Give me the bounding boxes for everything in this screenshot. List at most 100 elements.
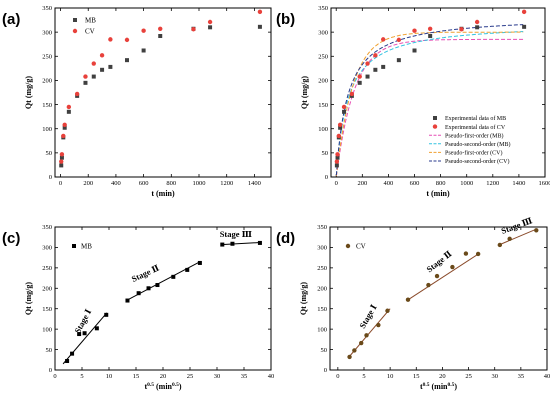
data-point xyxy=(59,159,64,164)
panel-c: (c) 0 5 10 15 20 25 30 35 40 0 50 100 150 200 250 300 350… xyxy=(2,224,274,391)
y-tick-label: 300 xyxy=(42,29,52,36)
x-tick-label: 400 xyxy=(111,180,121,187)
legend-label: MB xyxy=(81,243,92,251)
x-tick-label: 35 xyxy=(518,373,525,380)
x-tick-label: 1200 xyxy=(486,180,499,187)
y-tick-label: 200 xyxy=(42,78,52,85)
legend-label: CV xyxy=(356,243,366,251)
y-tick-label: 200 xyxy=(318,78,328,85)
data-point xyxy=(357,74,362,79)
data-point xyxy=(450,264,455,270)
data-point xyxy=(257,9,263,15)
x-axis-label: t0.5 (min0.5) xyxy=(420,382,457,391)
data-point xyxy=(334,163,339,168)
x-tick-label: 40 xyxy=(544,373,550,380)
x-tick-label: 20 xyxy=(160,373,167,380)
x-tick-label: 600 xyxy=(410,180,420,187)
y-axis-label: Qt (mg/g) xyxy=(24,282,33,315)
x-tick-label: 1400 xyxy=(512,180,525,187)
data-point xyxy=(191,27,196,32)
y-tick-label: 0 xyxy=(49,174,52,181)
legend-label: CV xyxy=(85,28,95,36)
x-tick-label: 1000 xyxy=(460,180,473,187)
data-point xyxy=(83,80,88,85)
data-point xyxy=(396,58,401,63)
fit-curve xyxy=(335,24,524,176)
data-point xyxy=(405,297,411,302)
x-tick-label: 25 xyxy=(465,373,472,380)
data-point xyxy=(62,122,67,128)
x-axis-label: t (min) xyxy=(151,189,175,198)
data-point xyxy=(158,34,163,39)
data-point xyxy=(463,251,469,256)
data-point xyxy=(83,74,88,79)
y-tick-label: 200 xyxy=(42,285,52,292)
x-tick-label: 400 xyxy=(384,180,394,187)
y-tick-label: 100 xyxy=(42,326,52,333)
data-point xyxy=(338,125,343,130)
x-tick-label: 35 xyxy=(241,373,248,380)
x-tick-label: 0 xyxy=(59,180,62,187)
legend-marker xyxy=(73,18,77,22)
x-axis-label: t0.5 (min0.5) xyxy=(144,382,181,391)
y-axis-label: Qt (mg/g) xyxy=(299,282,308,315)
data-point xyxy=(459,27,464,32)
legend-marker xyxy=(433,116,437,120)
data-point xyxy=(365,61,370,66)
data-point xyxy=(104,312,109,317)
data-point xyxy=(108,37,113,42)
stage-label: Stage Ⅱ xyxy=(424,249,453,275)
data-point xyxy=(396,37,402,43)
y-tick-label: 150 xyxy=(317,306,327,313)
data-point xyxy=(412,28,417,33)
data-point xyxy=(364,333,369,338)
data-point xyxy=(257,24,262,29)
stage-label: Stage Ⅲ xyxy=(220,229,252,239)
data-point xyxy=(507,236,512,242)
x-tick-label: 30 xyxy=(214,373,221,380)
data-point xyxy=(335,155,340,160)
legend-label: Pseudo-second-order (CV) xyxy=(445,158,509,165)
x-tick-label: 15 xyxy=(413,373,420,380)
data-point xyxy=(108,64,113,69)
data-point xyxy=(66,104,72,110)
y-tick-label: 300 xyxy=(42,245,52,252)
data-point xyxy=(158,26,163,31)
plot-frame xyxy=(329,226,548,371)
data-point xyxy=(434,273,440,279)
x-tick-label: 5 xyxy=(362,373,365,380)
stage-label: Stage Ⅰ xyxy=(72,307,93,335)
data-point xyxy=(349,91,355,97)
plot-frame xyxy=(330,7,546,178)
panel-label: (c) xyxy=(2,230,20,247)
data-point xyxy=(380,37,386,42)
y-tick-label: 150 xyxy=(42,306,52,313)
legend-label: Experimental data of MB xyxy=(445,115,506,122)
x-tick-label: 1000 xyxy=(193,180,206,187)
panel-a: (a) 0 200 400 600 800 1000 1200 1400 0 50 100 150 200… xyxy=(2,5,272,198)
x-axis-label: t (min) xyxy=(426,189,450,198)
data-point xyxy=(497,242,503,248)
y-tick-label: 300 xyxy=(317,245,327,252)
data-point xyxy=(185,267,190,272)
data-point xyxy=(74,91,80,97)
data-point xyxy=(373,53,378,58)
data-point xyxy=(141,48,146,53)
data-point xyxy=(336,133,342,139)
y-tick-label: 200 xyxy=(317,285,327,292)
panel-d: (d) 0 5 10 15 20 25 30 35 40 0 50 100 150 200 250 300 350… xyxy=(276,215,550,391)
data-point xyxy=(342,109,347,114)
data-point xyxy=(359,340,364,346)
data-point xyxy=(341,104,347,110)
x-tick-label: 5 xyxy=(80,373,83,380)
legend-marker xyxy=(345,243,351,249)
x-tick-label: 10 xyxy=(387,373,394,380)
legend-label: Pseudo-second-order (MB) xyxy=(445,141,510,148)
data-point xyxy=(59,163,64,168)
data-point xyxy=(230,241,235,246)
data-point xyxy=(171,274,176,279)
x-tick-label: 0 xyxy=(336,373,339,380)
data-point xyxy=(475,25,480,30)
legend-marker xyxy=(72,28,78,34)
